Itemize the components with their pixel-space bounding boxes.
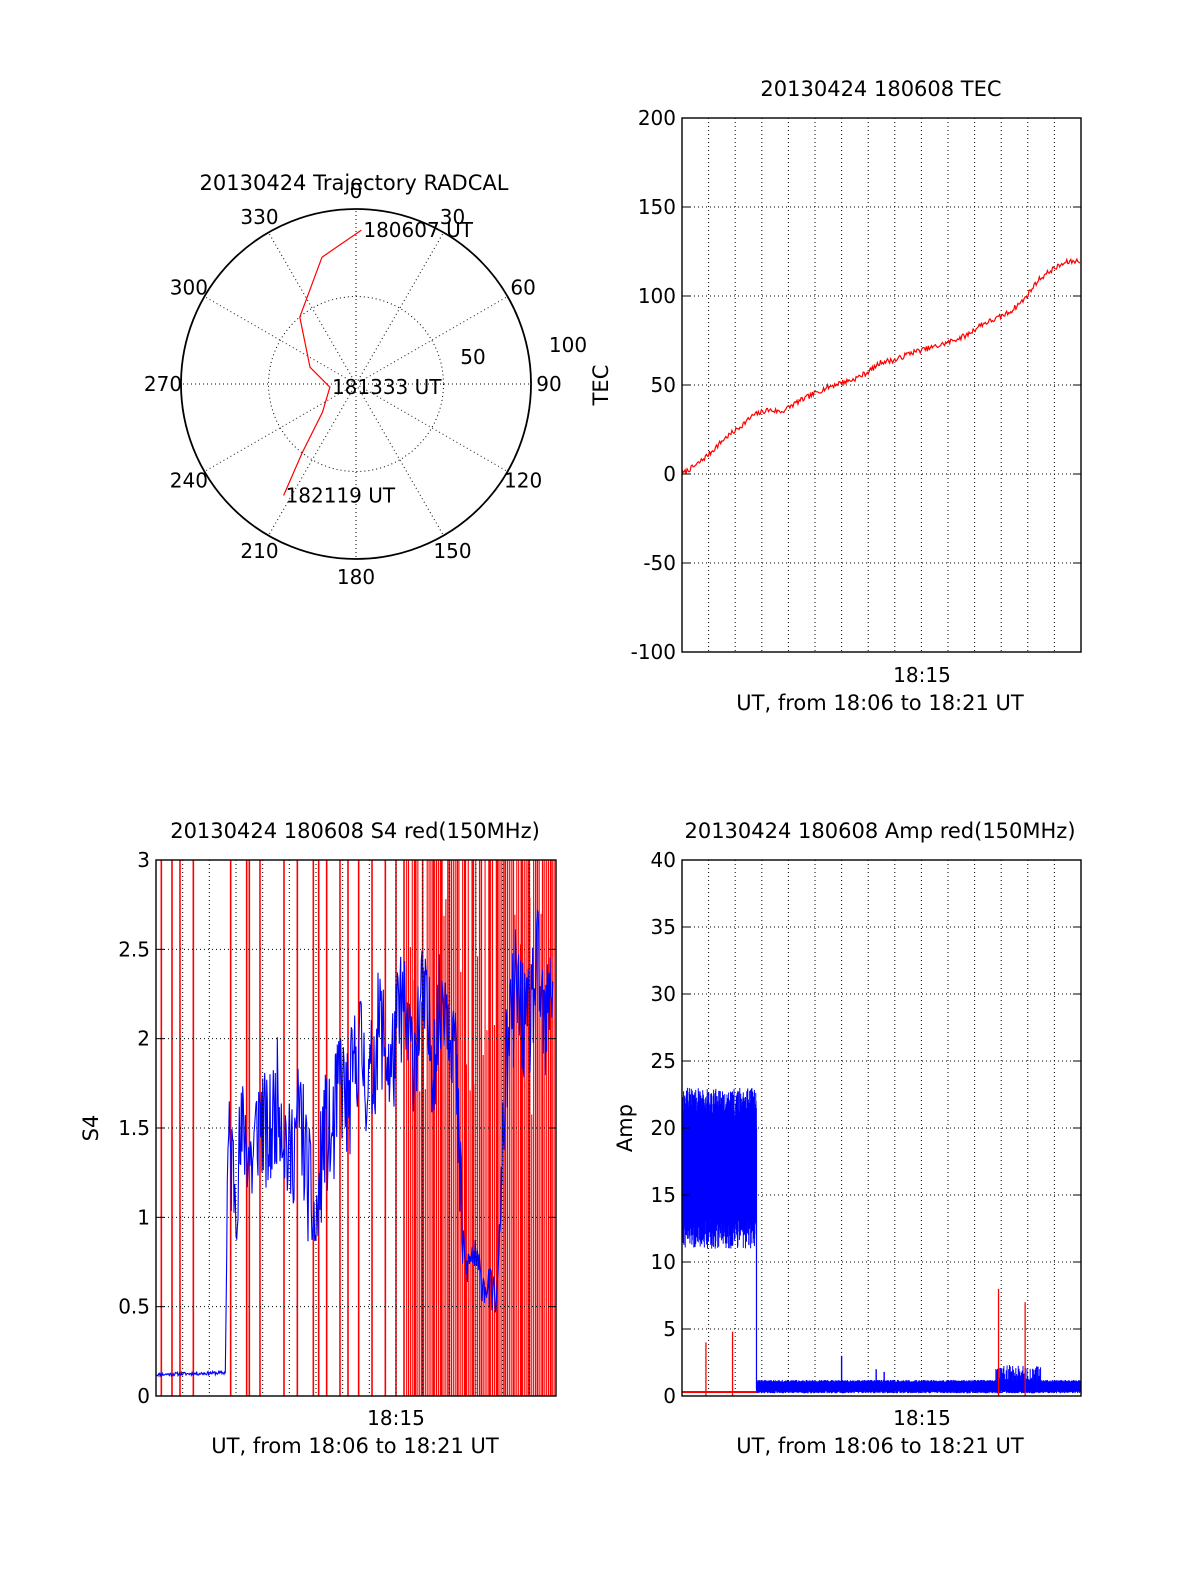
amp-x-tick-label: 18:15: [893, 1406, 951, 1430]
y-tick-label: 0: [663, 462, 676, 486]
y-tick-label: 35: [651, 915, 676, 939]
y-tick-label: 0: [137, 1384, 150, 1408]
y-tick-label: 0: [663, 1384, 676, 1408]
amp-series: [681, 1087, 1082, 1396]
y-tick-label: 40: [651, 848, 676, 872]
trajectory-labels: 180607 UT 181333 UT 182119 UT: [286, 218, 474, 507]
polar-angle-label: 60: [510, 276, 535, 300]
tec-title: 20130424 180608 TEC: [760, 77, 1001, 101]
s4-x-axis-label: UT, from 18:06 to 18:21 UT: [211, 1434, 499, 1458]
tec-x-axis-label: UT, from 18:06 to 18:21 UT: [736, 691, 1024, 715]
polar-angle-label: 180: [337, 565, 375, 589]
polar-angle-label: 150: [433, 539, 471, 563]
amp-panel: 20130424 180608 Amp red(150MHz) 0 5 10 15 20…: [613, 819, 1082, 1458]
polar-radial-label-50: 50: [460, 345, 485, 369]
polar-grid-spoke: [355, 383, 444, 536]
tec-series: [681, 257, 1081, 476]
polar-radial-label-100: 100: [549, 333, 587, 357]
trajectory-title: 20130424 Trajectory RADCAL: [200, 171, 509, 195]
polar-angle-label: 0: [350, 179, 363, 203]
s4-grid: [156, 860, 556, 1396]
y-tick-label: 1.5: [118, 1116, 150, 1140]
trajectory-line: [283, 229, 362, 496]
polar-angle-label: 30: [440, 205, 465, 229]
s4-y-axis-label: S4: [79, 1115, 103, 1142]
y-tick-label: 50: [651, 373, 676, 397]
polar-grid-spoke: [355, 232, 444, 385]
polar-angle-label: 210: [240, 539, 278, 563]
y-tick-label: 1: [137, 1205, 150, 1229]
trajectory-panel: 20130424 Trajectory RADCAL 0 30 60 90 120 150…: [144, 171, 587, 589]
polar-angle-label: 330: [240, 205, 278, 229]
y-tick-label: 25: [651, 1049, 676, 1073]
tec-panel: 20130424 180608 TEC -100-50050100150200 …: [589, 77, 1082, 715]
polar-angle-label: 300: [170, 276, 208, 300]
s4-panel: 20130424 180608 S4 red(150MHz) 0 0.5 1 1.5 2…: [79, 819, 557, 1458]
polar-angle-label: 90: [536, 372, 561, 396]
polar-grid: [181, 209, 531, 559]
s4-x-tick-label: 18:15: [367, 1406, 425, 1430]
tec-y-tick-labels: -100 -50 0 50 100 150 200: [631, 106, 1081, 664]
s4-blue-line: [155, 908, 554, 1378]
polar-angle-label: 120: [504, 469, 542, 493]
trajectory-time-label: 182119 UT: [286, 484, 396, 508]
polar-grid-spoke: [268, 232, 357, 385]
trajectory-time-label: 181333 UT: [332, 375, 442, 399]
tec-grid: [682, 118, 1081, 652]
y-tick-label: 20: [651, 1116, 676, 1140]
amp-grid: [682, 860, 1081, 1396]
polar-outer-ring: [180, 208, 532, 560]
y-tick-label: 10: [651, 1250, 676, 1274]
amp-y-axis-label: Amp: [613, 1104, 637, 1152]
y-tick-label: 150: [638, 195, 676, 219]
amp-y-tick-labels: 0 5 10 15 20 25 30 35 40: [651, 848, 1081, 1408]
s4-y-tick-labels: 0 0.5 1 1.5 2 2.5 3: [118, 848, 556, 1408]
tec-x-tick-label: 18:15: [893, 663, 951, 687]
y-tick-label: -100: [631, 640, 676, 664]
y-tick-label: 2: [137, 1027, 150, 1051]
amp-x-axis-label: UT, from 18:06 to 18:21 UT: [736, 1434, 1024, 1458]
tec-y-axis-label: TEC: [589, 365, 613, 407]
polar-grid-spoke: [268, 383, 357, 536]
y-tick-label: 30: [651, 982, 676, 1006]
polar-angle-label: 270: [144, 372, 182, 396]
y-tick-label: 2.5: [118, 937, 150, 961]
tec-plot-frame: [681, 117, 1082, 653]
y-tick-label: 200: [638, 106, 676, 130]
y-tick-label: 5: [663, 1317, 676, 1341]
s4-series: [155, 860, 555, 1396]
y-tick-label: 0.5: [118, 1295, 150, 1319]
y-tick-label: 3: [137, 848, 150, 872]
y-tick-label: 100: [638, 284, 676, 308]
s4-title: 20130424 180608 S4 red(150MHz): [170, 819, 540, 843]
y-tick-label: 15: [651, 1183, 676, 1207]
amp-title: 20130424 180608 Amp red(150MHz): [684, 819, 1075, 843]
polar-angle-label: 240: [170, 469, 208, 493]
polar-angle-labels: 0 30 60 90 120 150 180 210 240 270 300 330: [144, 179, 562, 589]
y-tick-label: -50: [643, 551, 676, 575]
polar-grid-spoke: [355, 296, 508, 385]
trajectory-time-label: 180607 UT: [363, 218, 473, 242]
polar-grid-ring-50: [268, 296, 444, 472]
tec-line: [681, 257, 1081, 476]
